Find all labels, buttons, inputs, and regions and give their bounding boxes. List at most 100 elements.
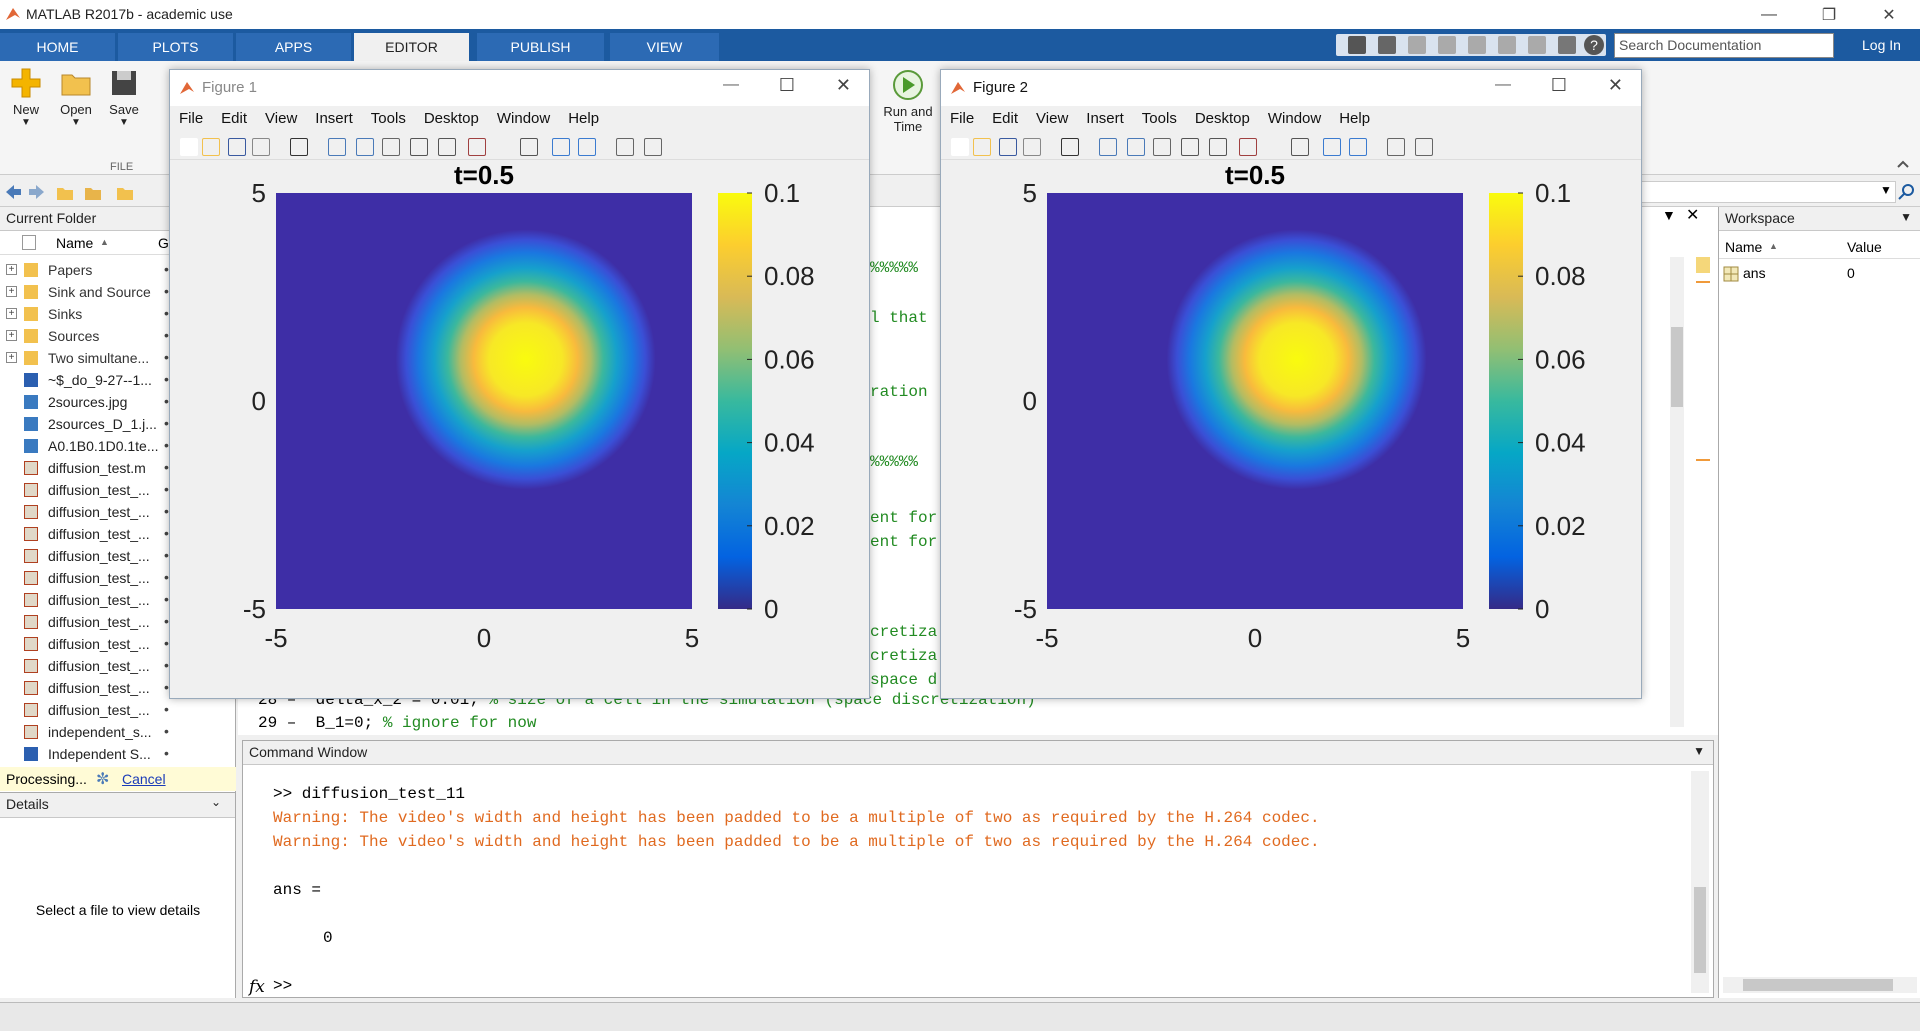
forward-icon[interactable] [28,184,46,200]
file-list-item[interactable]: diffusion_test_... • [0,589,236,611]
file-list-item[interactable]: diffusion_test_... • [0,523,236,545]
layout-icon[interactable] [1348,36,1366,54]
workspace-row[interactable]: ans 0 [1719,263,1920,285]
search-icon[interactable] [1836,38,1852,54]
path-dropdown-icon[interactable]: ▼ [1880,183,1892,197]
up-folder-icon[interactable] [56,183,74,201]
figure-menu-edit[interactable]: Edit [992,110,1019,127]
figure-menu-window[interactable]: Window [496,110,551,127]
select-arrow-icon[interactable] [1061,138,1079,156]
figure-menu-tools[interactable]: Tools [370,110,406,127]
brush-icon[interactable] [1239,138,1257,156]
tab-editor[interactable]: EDITOR [354,33,470,61]
tab-publish[interactable]: PUBLISH [477,33,605,61]
tab-plots[interactable]: PLOTS [118,33,234,61]
file-list-item[interactable]: diffusion_test_... • [0,699,236,721]
open-button[interactable]: Open ▼ [56,67,96,128]
file-list-item[interactable]: 2sources.jpg • [0,391,236,413]
expand-folder-icon[interactable]: + [6,264,17,275]
figure-menu-view[interactable]: View [265,110,298,127]
file-list-item[interactable]: + Two simultane... • [0,347,236,369]
run-and-time-button[interactable]: Run and Time [878,67,938,134]
save-figure-icon[interactable] [228,138,246,156]
hide-plot-tools-icon[interactable] [616,138,634,156]
figure-menu-insert[interactable]: Insert [315,110,353,127]
legend-icon[interactable] [1349,138,1367,156]
zoom-in-icon[interactable] [1099,138,1117,156]
browse-folder-icon[interactable] [84,183,102,201]
file-list-item[interactable]: ~$_do_9-27--1... • [0,369,236,391]
file-list-item[interactable]: Independent S... • [0,743,236,765]
file-list-item[interactable]: diffusion_test_... • [0,655,236,677]
command-window-actions-icon[interactable]: ▼ [1693,744,1705,758]
show-plot-tools-icon[interactable] [644,138,662,156]
show-plot-tools-icon[interactable] [1415,138,1433,156]
figure-close-button[interactable]: ✕ [835,75,851,95]
file-list-item[interactable]: A0.1B0.1D0.1te... • [0,435,236,457]
open-file-icon[interactable] [973,138,991,156]
column-name-header[interactable]: Name [56,235,94,251]
new-figure-icon[interactable] [951,138,969,156]
select-arrow-icon[interactable] [290,138,308,156]
editor-scroll-thumb[interactable] [1671,327,1683,407]
back-icon[interactable] [4,184,22,200]
command-scrollbar[interactable] [1691,771,1709,993]
figure-menu-view[interactable]: View [1036,110,1069,127]
workspace-hscroll-thumb[interactable] [1743,979,1893,991]
file-list-item[interactable]: 2sources_D_1.j... • [0,413,236,435]
paste-icon[interactable] [1468,36,1486,54]
save-icon[interactable] [1378,36,1396,54]
expand-folder-icon[interactable]: + [6,308,17,319]
figure-close-button[interactable]: ✕ [1607,75,1623,95]
tab-view[interactable]: VIEW [610,33,720,61]
file-list-item[interactable]: diffusion_test_... • [0,479,236,501]
command-scroll-thumb[interactable] [1694,887,1706,973]
colorbar-icon[interactable] [1323,138,1341,156]
save-button[interactable]: Save ▼ [104,67,144,128]
cancel-link[interactable]: Cancel [122,771,166,787]
file-list-item[interactable]: diffusion_test_... • [0,545,236,567]
file-list-item[interactable]: + Papers • [0,259,236,281]
expand-folder-icon[interactable]: + [6,286,17,297]
file-list-item[interactable]: diffusion_test_... • [0,611,236,633]
brush-icon[interactable] [468,138,486,156]
pan-icon[interactable] [1153,138,1171,156]
figure-maximize-button[interactable]: ☐ [778,75,795,95]
copy-icon[interactable] [1438,36,1456,54]
print-figure-icon[interactable] [1023,138,1041,156]
figure-minimize-button[interactable]: — [723,76,739,93]
close-button[interactable]: ✕ [1882,6,1896,24]
figure-menu-desktop[interactable]: Desktop [1194,110,1250,127]
code-line-29[interactable]: 29 – B_1=0; % ignore for now [258,714,537,732]
minimize-button[interactable]: — [1761,5,1777,23]
figure-menu-help[interactable]: Help [568,110,600,127]
file-list-item[interactable]: + Sink and Source • [0,281,236,303]
figure-maximize-button[interactable]: ☐ [1550,75,1567,95]
login-link[interactable]: Log In [1862,37,1901,53]
figure-menu-desktop[interactable]: Desktop [423,110,479,127]
switch-windows-icon[interactable] [1558,36,1576,54]
figure-menu-file[interactable]: File [179,110,204,127]
figure-menu-help[interactable]: Help [1339,110,1371,127]
workspace-actions-icon[interactable]: ▼ [1900,210,1912,224]
figure-menu-file[interactable]: File [950,110,975,127]
figure-menu-insert[interactable]: Insert [1086,110,1124,127]
open-file-icon[interactable] [202,138,220,156]
workspace-hscrollbar[interactable] [1723,977,1917,993]
editor-scrollbar[interactable] [1670,257,1684,727]
file-list-item[interactable]: diffusion_test_... • [0,633,236,655]
editor-close-icon[interactable]: ✕ [1686,207,1700,224]
workspace-col-name[interactable]: Name [1725,239,1763,255]
rotate-3d-icon[interactable] [1181,138,1199,156]
tab-home[interactable]: HOME [0,33,116,61]
file-list-item[interactable]: + Sources • [0,325,236,347]
figure-menu-tools[interactable]: Tools [1141,110,1177,127]
zoom-out-icon[interactable] [1127,138,1145,156]
data-cursor-icon[interactable] [438,138,456,156]
file-list-item[interactable]: independent_s... • [0,721,236,743]
data-cursor-icon[interactable] [1209,138,1227,156]
path-input-right[interactable] [1640,181,1896,203]
expand-folder-icon[interactable]: + [6,352,17,363]
file-list-item[interactable]: diffusion_test_... • [0,567,236,589]
print-figure-icon[interactable] [252,138,270,156]
